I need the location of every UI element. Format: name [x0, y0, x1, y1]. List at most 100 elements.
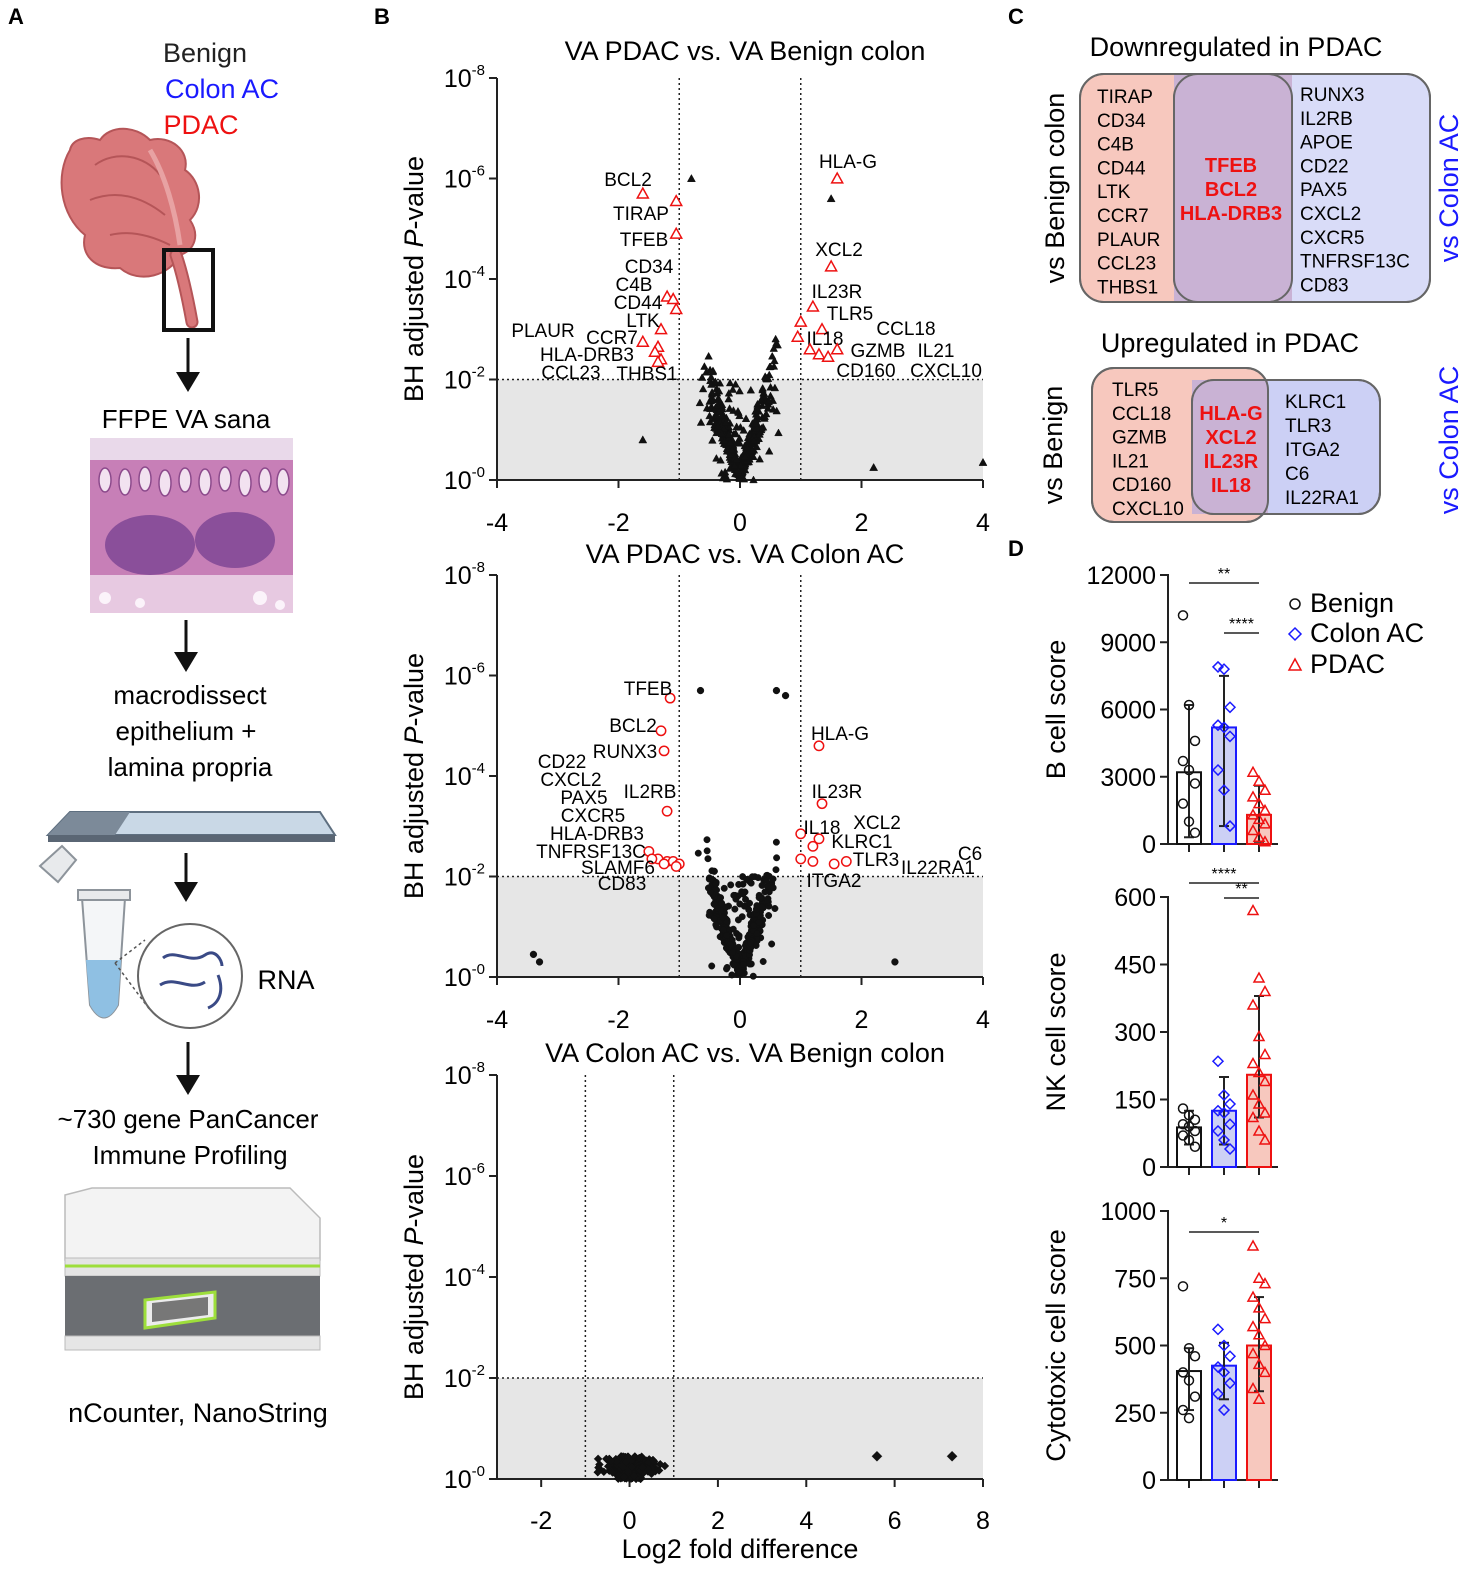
gene-point	[724, 394, 733, 403]
gene-label: BCL2	[604, 170, 652, 191]
data-point	[1189, 735, 1201, 747]
gene-point	[765, 912, 773, 919]
y-tick-label: 1000	[1100, 1198, 1156, 1226]
gene-point	[752, 442, 761, 451]
gene-point	[753, 930, 761, 938]
data-point	[1177, 1119, 1189, 1130]
data-point	[1246, 790, 1260, 802]
y-axis-label: BH adjusted P-value	[399, 156, 429, 402]
gene-point	[769, 884, 777, 892]
gene-point	[720, 926, 728, 934]
nonsignificant-region	[497, 1378, 983, 1479]
venn-gene: ITGA2	[1285, 440, 1340, 461]
gene-label: TIRAP	[613, 204, 669, 225]
gene-point	[714, 386, 724, 395]
gene-point	[759, 958, 767, 966]
step-panel-name: ~730 gene PanCancer	[58, 1104, 319, 1134]
y-tick-label: 10-4	[444, 263, 485, 294]
gene-point	[648, 1455, 658, 1465]
gene-point	[769, 875, 777, 883]
data-point	[1252, 1271, 1266, 1283]
data-point	[1217, 1088, 1231, 1102]
highlighted-gene-point	[807, 856, 819, 867]
gene-point	[719, 913, 727, 921]
data-point	[1258, 1338, 1272, 1351]
significance-label: ****	[1212, 866, 1237, 883]
data-point	[1223, 730, 1237, 743]
data-point	[1183, 816, 1195, 827]
gene-point	[891, 958, 899, 966]
data-point	[1217, 1106, 1231, 1120]
gene-point	[733, 465, 743, 474]
gene-point	[748, 873, 756, 881]
venn-up-right-genes: KLRC1 TLR3 ITGA2 C6 IL22RA1	[1285, 392, 1359, 509]
gene-label: TLR3	[853, 850, 899, 871]
data-point	[1211, 763, 1225, 777]
gene-point	[695, 398, 705, 407]
legend-marker-benign	[1289, 598, 1301, 610]
venn-up-outlines	[1091, 367, 1381, 523]
data-point	[1177, 755, 1189, 767]
highlighted-gene-point	[669, 194, 683, 207]
data-point	[1223, 1377, 1237, 1390]
venn-up-right-label: vs Colon AC	[1434, 366, 1464, 515]
data-point	[1183, 1375, 1195, 1386]
gene-point	[725, 450, 735, 458]
highlighted-gene-point	[790, 329, 805, 342]
gene-point	[752, 424, 761, 432]
data-point	[1211, 1360, 1225, 1374]
gene-point	[718, 473, 728, 482]
venn-gene: RUNX3	[1300, 85, 1364, 106]
gene-point	[759, 388, 768, 397]
data-point	[1211, 1124, 1225, 1138]
tube-illustration	[38, 844, 243, 1029]
data-point	[1177, 798, 1189, 809]
gene-point	[772, 686, 781, 695]
gene-label: IL21	[918, 341, 955, 362]
y-tick-label: 10-0	[444, 464, 485, 495]
data-point	[1246, 1290, 1260, 1302]
volcano-title: VA Colon AC vs. VA Benign colon	[545, 1038, 945, 1068]
data-point	[1246, 824, 1260, 836]
gene-point	[529, 950, 538, 959]
venn-up-title: Upregulated in PDAC	[1101, 328, 1359, 358]
gene-point	[608, 1468, 617, 1477]
gene-point	[729, 925, 737, 933]
gene-point	[708, 962, 716, 970]
y-tick-label: 3000	[1100, 764, 1156, 792]
gene-point	[771, 905, 779, 912]
gene-point	[743, 443, 752, 452]
venn-gene: GZMB	[1112, 428, 1167, 449]
highlighted-gene-point	[655, 725, 667, 737]
data-point	[1211, 1323, 1225, 1336]
gene-point	[772, 338, 781, 347]
data-point	[1217, 1133, 1231, 1147]
gene-point	[770, 356, 779, 365]
significance-label: **	[1218, 566, 1230, 583]
venn-gene: KLRC1	[1285, 392, 1346, 413]
data-point	[1258, 835, 1272, 847]
y-tick-label: 10-6	[444, 660, 485, 691]
gene-label: C4B	[616, 275, 653, 296]
x-tick-label: -4	[486, 1006, 508, 1034]
highlighted-gene-point	[795, 853, 807, 865]
gene-point	[735, 386, 744, 395]
venn-gene: CCL18	[1112, 404, 1171, 425]
data-point	[1217, 1403, 1231, 1417]
gene-point	[739, 890, 747, 898]
data-point	[1252, 797, 1266, 809]
gene-label: IL18	[807, 329, 844, 350]
y-tick-label: 0	[1142, 1154, 1156, 1182]
highlighted-gene-point	[648, 344, 662, 358]
gene-label: IL18	[804, 818, 841, 839]
highlighted-gene-point	[815, 322, 829, 335]
venn-gene: PLAUR	[1097, 230, 1160, 251]
gene-label: HLA-G	[819, 152, 877, 173]
gene-point	[708, 366, 718, 375]
venn-gene: TFEB	[1205, 155, 1257, 177]
data-point	[1246, 1381, 1260, 1394]
panel-letter-c: C	[1008, 4, 1024, 29]
gene-point	[728, 971, 736, 979]
step-ncounter: nCounter, NanoString	[68, 1398, 328, 1428]
data-point	[1177, 610, 1189, 621]
